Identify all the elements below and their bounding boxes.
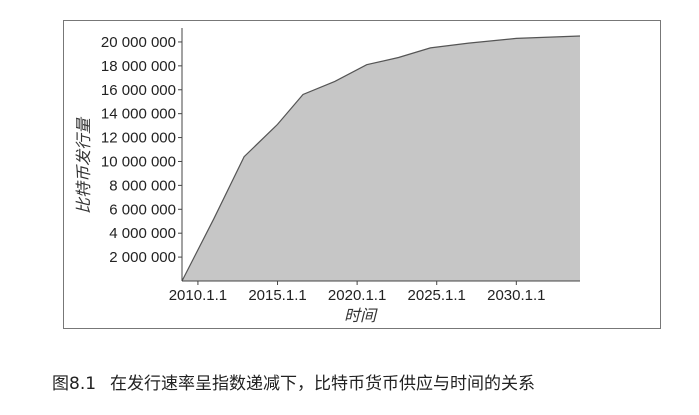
area-layer [181, 35, 581, 282]
y-tick-label: 4 000 000 [109, 225, 176, 242]
supply-area [182, 36, 580, 281]
caption-text: 在发行速率呈指数递减下，比特币货币供应与时间的关系 [110, 374, 536, 394]
supply-line [181, 35, 581, 282]
x-axis-label: 时间 [344, 307, 378, 325]
x-tick-label: 2025.1.1 [408, 287, 466, 304]
y-tick-label: 18 000 000 [101, 58, 176, 75]
figure-caption: 图8.1 在发行速率呈指数递减下，比特币货币供应与时间的关系 [52, 369, 535, 394]
y-tick-label: 12 000 000 [101, 130, 176, 147]
x-tick-label: 2010.1.1 [169, 287, 227, 304]
y-tick-label: 16 000 000 [101, 82, 176, 99]
y-axis-label: 比特币发行量 [75, 116, 93, 214]
chart: 2 000 000 4 000 000 6 000 000 8 000 000 10 0… [75, 28, 581, 325]
x-tick-label: 2015.1.1 [248, 287, 306, 304]
tick-layer: 2 000 000 4 000 000 6 000 000 8 000 000 10 0… [101, 34, 546, 304]
y-tick-label: 2 000 000 [109, 249, 176, 266]
y-tick-label: 8 000 000 [109, 177, 176, 194]
y-tick-label: 10 000 000 [101, 153, 176, 170]
x-tick-label: 2030.1.1 [487, 287, 545, 304]
caption-number: 图8.1 [52, 374, 97, 394]
y-tick-label: 6 000 000 [109, 201, 176, 218]
axis-layer [181, 28, 580, 282]
x-tick-label: 2020.1.1 [328, 287, 386, 304]
y-tick-label: 20 000 000 [101, 34, 176, 51]
y-tick-label: 14 000 000 [101, 106, 176, 123]
figure-frame: 2 000 000 4 000 000 6 000 000 8 000 000 10 0… [63, 20, 661, 329]
